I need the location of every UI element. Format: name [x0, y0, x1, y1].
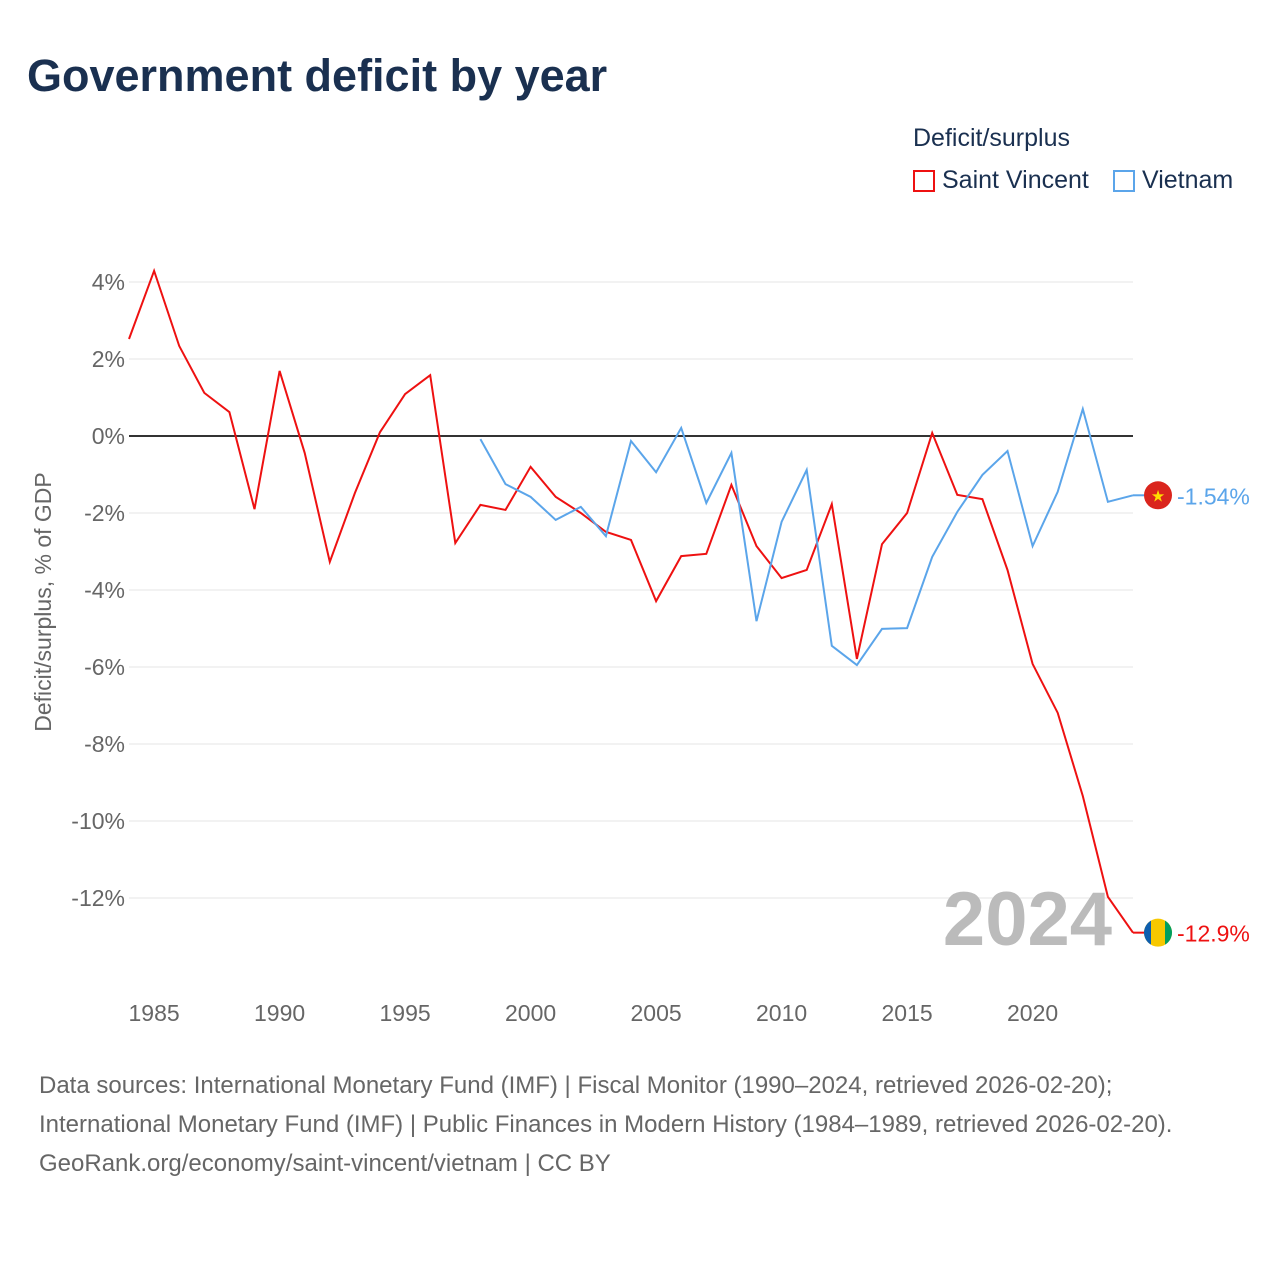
x-tick-label: 2020: [1007, 1000, 1058, 1026]
chart-title: Government deficit by year: [27, 50, 608, 101]
y-tick-label: 2%: [92, 346, 125, 372]
y-tick-label: -4%: [84, 577, 125, 603]
x-tick-label: 2000: [505, 1000, 556, 1026]
data-sources: Data sources: International Monetary Fun…: [39, 1072, 1173, 1138]
flag-part: [1165, 920, 1172, 945]
series-line-saint-vincent: [128, 267, 1134, 934]
vietnam-flag-icon: [1144, 481, 1172, 510]
y-tick-label: -2%: [84, 500, 125, 526]
legend-label: Vietnam: [1142, 166, 1234, 194]
x-tick-label: 1985: [129, 1000, 180, 1026]
series-line-vietnam: [479, 405, 1134, 667]
y-tick-label: 4%: [92, 269, 125, 295]
legend-swatch: [913, 169, 935, 192]
y-tick-label: -12%: [71, 885, 125, 911]
end-value-label: -12.9%: [1177, 921, 1250, 947]
x-tick-label: 1990: [254, 1000, 305, 1026]
y-axis-label: Deficit/surplus, % of GDP: [30, 472, 56, 731]
flag-star: ★: [1151, 488, 1165, 505]
legend-label: Saint Vincent: [942, 166, 1089, 194]
legend-item-saint-vincent[interactable]: Saint Vincent: [913, 166, 1089, 195]
x-tick-label: 2010: [756, 1000, 807, 1026]
year-watermark: 2024: [943, 877, 1112, 962]
attribution: GeoRank.org/economy/saint-vincent/vietna…: [39, 1150, 611, 1177]
legend-title: Deficit/surplus: [913, 124, 1070, 152]
flag-part: [1144, 920, 1151, 945]
footer: Data sources: International Monetary Fun…: [39, 1066, 1239, 1183]
x-tick-label: 2005: [631, 1000, 682, 1026]
y-tick-label: -8%: [84, 731, 125, 757]
y-tick-label: 0%: [92, 423, 125, 449]
legend-item-vietnam[interactable]: Vietnam: [1113, 166, 1233, 195]
legend-swatch: [1113, 169, 1135, 192]
x-tick-label: 2015: [882, 1000, 933, 1026]
end-value-label: -1.54%: [1177, 483, 1250, 509]
y-tick-label: -6%: [84, 654, 125, 680]
y-tick-label: -10%: [71, 808, 125, 834]
x-tick-label: 1995: [380, 1000, 431, 1026]
